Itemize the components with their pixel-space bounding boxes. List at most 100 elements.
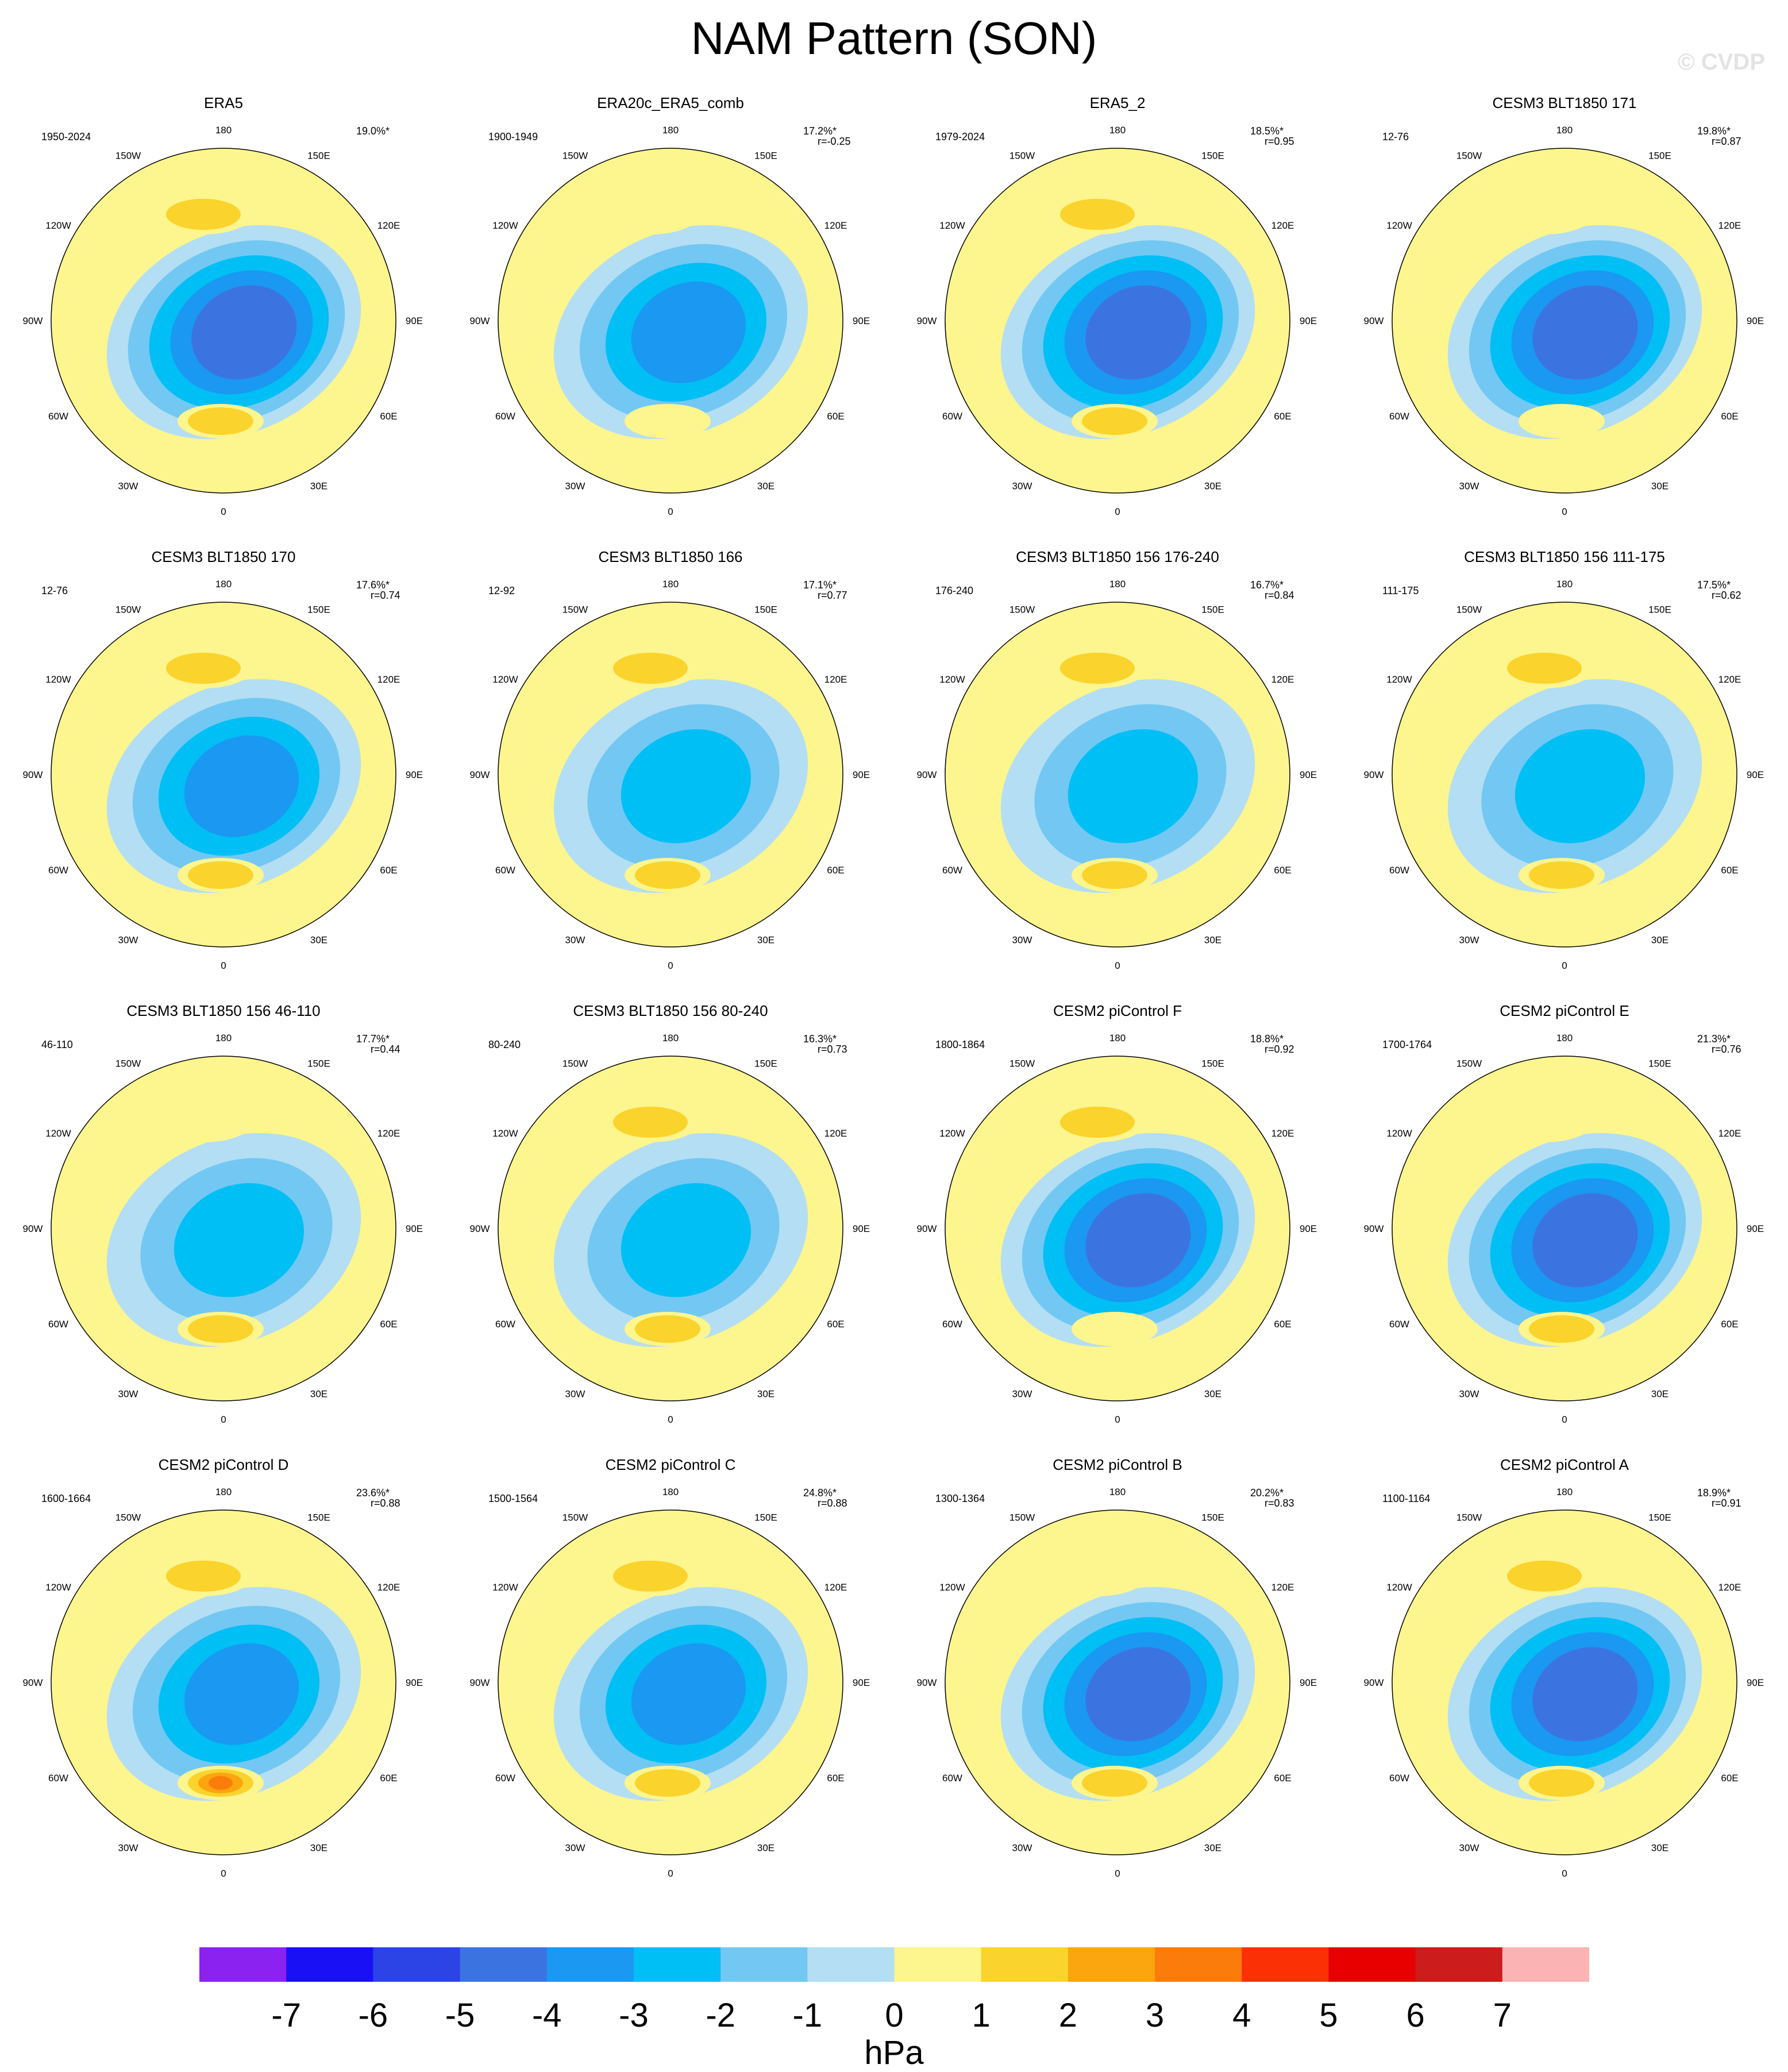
longitude-label: 90E: [1747, 1677, 1764, 1688]
longitude-label: 120E: [377, 1582, 400, 1593]
panel-pattern-corr: r=0.88: [371, 1497, 400, 1509]
panel-years: 12-76: [1382, 131, 1409, 143]
panel-title: CESM2 piControl C: [605, 1456, 736, 1473]
colorbar-swatch: [1502, 1947, 1589, 1982]
polar-map: 180 150E 120E 90E 60E 30E 0 30W 60W 90W 120W 150W: [23, 1486, 423, 1879]
colorbar-tick-label: 7: [1493, 1997, 1512, 2034]
longitude-label: 90E: [1300, 769, 1317, 780]
map-boundary: [1392, 602, 1737, 948]
longitude-label: 120W: [1386, 1582, 1412, 1593]
contour-positive-atlantic: [1529, 861, 1594, 889]
longitude-label: 150W: [562, 150, 588, 161]
longitude-label: 0: [221, 506, 226, 517]
longitude-label: 30W: [1459, 935, 1479, 946]
longitude-label: 0: [1115, 506, 1120, 517]
panel-variance-pct: 18.5%*: [1250, 125, 1284, 137]
colorbar-tick-label: 2: [1058, 1997, 1077, 2034]
panel-pattern-corr: r=0.84: [1265, 590, 1294, 601]
map-panel: ERA5 1950-2024 19.0%* 180 150E 120E 90E 60E 30E 0…: [0, 86, 447, 540]
longitude-label: 90E: [1747, 1223, 1764, 1234]
longitude-label: 0: [668, 960, 673, 971]
polar-map: 180 150E 120E 90E 60E 30E 0 30W 60W 90W 120W 150W: [917, 1033, 1317, 1425]
longitude-label: 180: [662, 125, 679, 136]
colorbar-tick-label: -7: [271, 1997, 301, 2034]
map-panel: CESM3 BLT1850 171 12-76 19.8%* r=0.87 180 150…: [1341, 86, 1788, 540]
longitude-label: 120W: [1386, 674, 1412, 685]
colorbar-tick-label: -4: [531, 1997, 562, 2034]
contour-positive-atlantic: [1529, 1769, 1594, 1797]
longitude-label: 150E: [307, 604, 330, 615]
colorbar: [199, 1947, 1589, 1982]
contour-negative: [1085, 1647, 1191, 1742]
longitude-label: 30E: [757, 935, 774, 946]
longitude-label: 180: [215, 1033, 232, 1043]
longitude-label: 180: [662, 1033, 679, 1043]
colorbar-tick-label: 6: [1406, 1997, 1425, 2034]
longitude-label: 120W: [492, 1582, 518, 1593]
longitude-label: 150E: [1201, 150, 1224, 161]
longitude-label: 0: [221, 1868, 226, 1879]
colorbar-tick-label: 5: [1319, 1997, 1338, 2034]
longitude-label: 90W: [470, 1677, 490, 1688]
longitude-label: 60W: [1389, 865, 1409, 876]
contour-positive-atlantic: [1529, 1315, 1594, 1343]
longitude-label: 150W: [1009, 1512, 1035, 1523]
longitude-label: 120W: [492, 674, 518, 685]
longitude-label: 120E: [1271, 674, 1294, 685]
longitude-label: 120E: [1718, 1128, 1741, 1139]
panel-variance-pct: 19.0%*: [356, 125, 390, 137]
longitude-label: 90E: [1300, 315, 1317, 326]
longitude-label: 90E: [406, 769, 423, 780]
polar-map: 180 150E 120E 90E 60E 30E 0 30W 60W 90W 120W 150W: [917, 125, 1317, 517]
panel-pattern-corr: r=0.62: [1712, 590, 1741, 601]
longitude-label: 60E: [1721, 1319, 1738, 1330]
contour-negative: [184, 1643, 299, 1745]
longitude-label: 90W: [23, 769, 43, 780]
panel-title: CESM2 piControl E: [1500, 1002, 1629, 1019]
longitude-label: 60W: [1389, 1773, 1409, 1784]
map-panel: CESM3 BLT1850 170 12-76 17.6%* r=0.74 180 150…: [0, 540, 447, 994]
longitude-label: 150W: [115, 1512, 141, 1523]
longitude-label: 60E: [1274, 865, 1291, 876]
longitude-label: 60E: [1721, 411, 1738, 422]
cvdp-watermark: © CVDP: [1678, 49, 1765, 75]
panel-variance-pct: 18.8%*: [1250, 1033, 1284, 1045]
longitude-label: 90W: [23, 315, 43, 326]
contour-negative: [621, 1183, 752, 1297]
polar-map: 180 150E 120E 90E 60E 30E 0 30W 60W 90W 120W 150W: [470, 1033, 870, 1425]
longitude-label: 30E: [757, 481, 774, 492]
longitude-label: 150E: [754, 1058, 777, 1069]
longitude-label: 150W: [1009, 1058, 1035, 1069]
colorbar-tick-label: -6: [358, 1997, 388, 2034]
map-boundary: [498, 1056, 843, 1401]
panel-years: 1950-2024: [41, 131, 91, 143]
longitude-label: 90E: [1747, 769, 1764, 780]
longitude-label: 150W: [1009, 604, 1035, 615]
panel-pattern-corr: r=0.88: [818, 1497, 847, 1509]
longitude-label: 60W: [1389, 411, 1409, 422]
longitude-label: 150E: [307, 1058, 330, 1069]
contour-positive-atlantic: [188, 407, 253, 435]
longitude-label: 30E: [310, 1389, 327, 1400]
longitude-label: 60W: [495, 865, 515, 876]
panel-years: 1979-2024: [935, 131, 985, 143]
longitude-label: 60E: [380, 865, 397, 876]
contour-negative: [1085, 1193, 1191, 1288]
colorbar-tick-label: -3: [619, 1997, 649, 2034]
panel-pattern-corr: r=0.76: [1712, 1043, 1741, 1055]
longitude-label: 90E: [853, 1677, 870, 1688]
longitude-label: 120W: [45, 674, 71, 685]
map-boundary: [51, 1056, 396, 1401]
panel-pattern-corr: r=0.92: [1265, 1043, 1294, 1055]
longitude-label: 60E: [1274, 1319, 1291, 1330]
map-boundary: [945, 148, 1290, 494]
longitude-label: 60E: [1274, 411, 1291, 422]
colorbar-swatch: [720, 1947, 808, 1982]
longitude-label: 60E: [380, 1773, 397, 1784]
panel-pattern-corr: r=0.83: [1265, 1497, 1294, 1509]
panel-title: CESM3 BLT1850 166: [598, 548, 743, 565]
longitude-label: 60W: [48, 411, 68, 422]
longitude-label: 90W: [917, 315, 937, 326]
map-panel: ERA5_2 1979-2024 18.5%* r=0.95 180 150E 120E 90…: [894, 86, 1341, 540]
longitude-label: 90W: [470, 315, 490, 326]
